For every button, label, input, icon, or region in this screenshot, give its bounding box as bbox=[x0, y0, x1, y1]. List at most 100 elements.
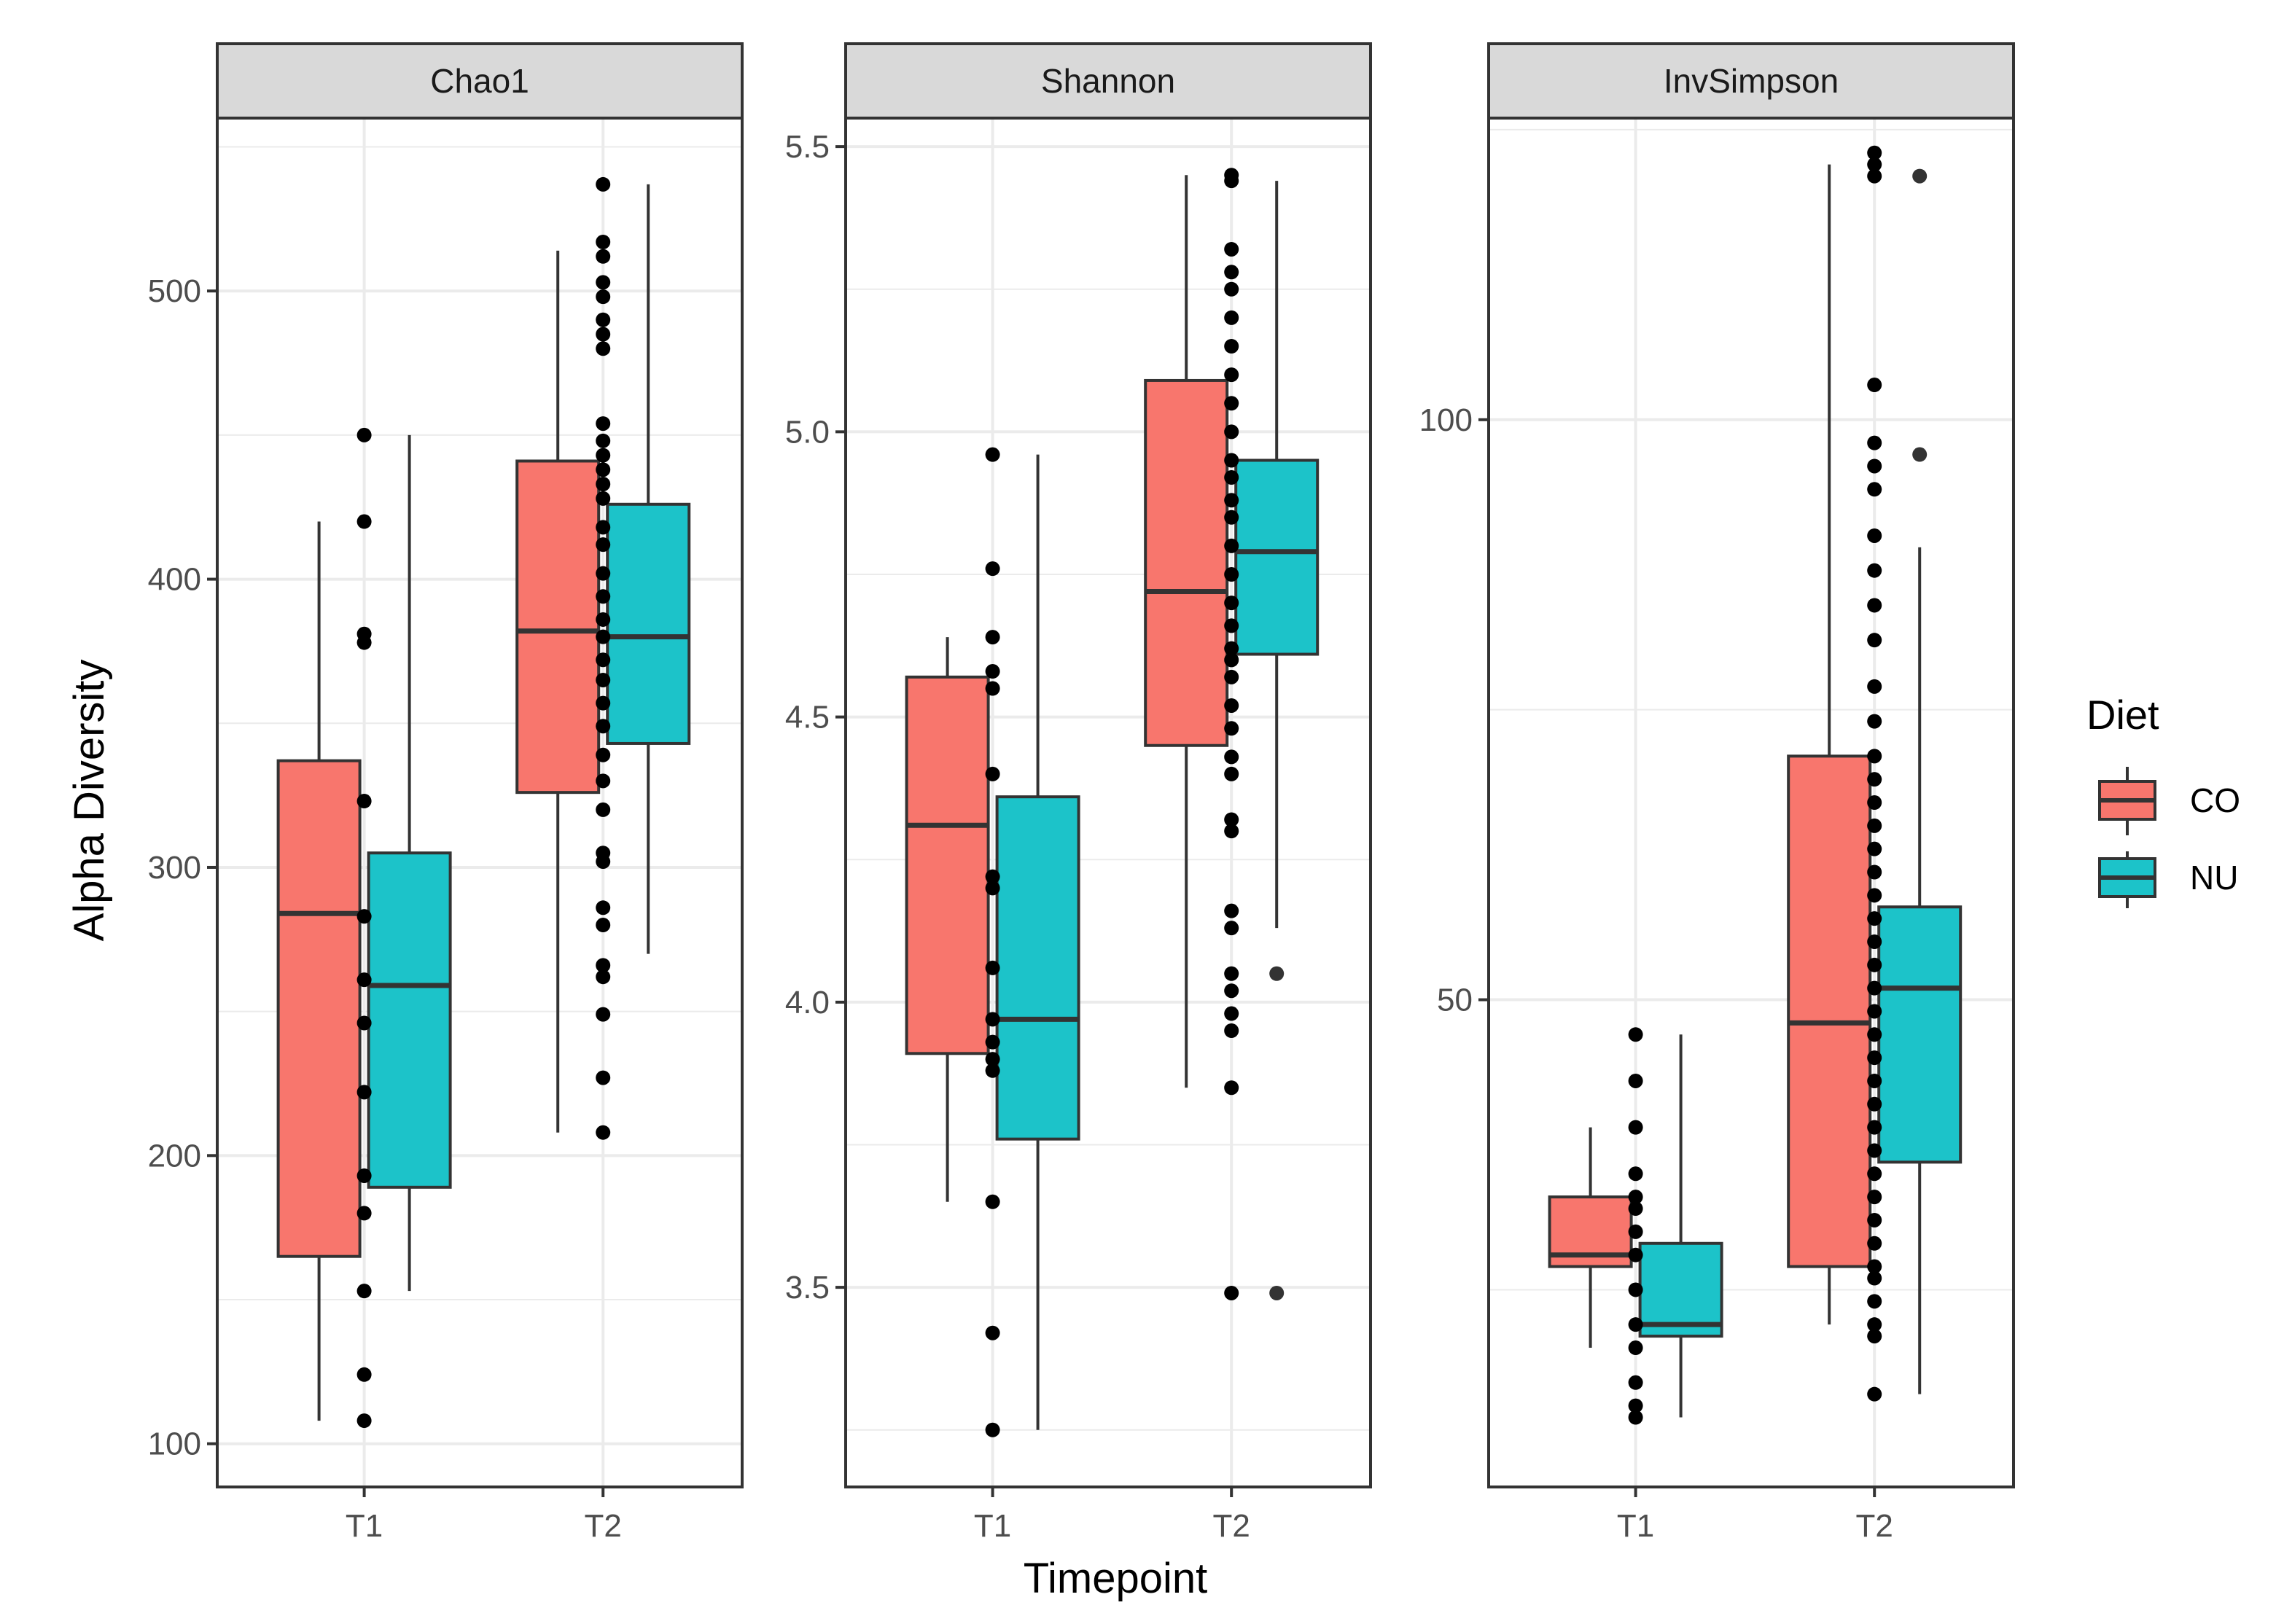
data-point bbox=[1867, 145, 1882, 160]
data-point bbox=[985, 869, 1000, 884]
data-point bbox=[1867, 1294, 1882, 1309]
legend-title: Diet bbox=[2086, 692, 2159, 738]
box-invsimpson-t2-co bbox=[1787, 164, 1872, 1325]
data-point bbox=[1867, 749, 1882, 764]
data-point bbox=[1628, 1166, 1643, 1182]
data-point bbox=[1224, 265, 1239, 280]
data-point bbox=[1867, 795, 1882, 810]
data-point bbox=[356, 1413, 372, 1429]
data-point bbox=[985, 1422, 1000, 1437]
data-point bbox=[596, 249, 611, 264]
data-point bbox=[1867, 772, 1882, 787]
facet-panels: Chao1 100 200 300 400 500 T1 T2 Shannon 3.5 4.0 4.5… bbox=[148, 42, 2015, 1544]
legend-label-co: CO bbox=[2190, 781, 2240, 819]
box-body bbox=[905, 675, 990, 1055]
data-point bbox=[356, 1015, 372, 1031]
data-point bbox=[1224, 339, 1239, 354]
data-point bbox=[1867, 528, 1882, 543]
data-point bbox=[1224, 241, 1239, 257]
data-point bbox=[1224, 1023, 1239, 1038]
data-point bbox=[1867, 818, 1882, 833]
data-point bbox=[1224, 698, 1239, 713]
box-shannon-t2-nu bbox=[1234, 181, 1320, 929]
x-tick-label: T1 bbox=[974, 1508, 1011, 1544]
box-shannon-t1-co bbox=[905, 637, 990, 1202]
data-point bbox=[596, 802, 611, 817]
data-point bbox=[1867, 888, 1882, 903]
data-point bbox=[596, 520, 611, 535]
data-point bbox=[1867, 563, 1882, 578]
facet-strip bbox=[844, 42, 1372, 120]
data-point bbox=[596, 416, 611, 432]
data-point bbox=[1224, 168, 1239, 183]
data-point bbox=[1867, 714, 1882, 729]
data-point bbox=[596, 672, 611, 687]
data-point bbox=[1628, 1282, 1643, 1297]
data-point bbox=[1224, 824, 1239, 839]
data-point bbox=[596, 695, 611, 711]
data-point bbox=[1867, 1120, 1882, 1135]
data-point bbox=[1224, 567, 1239, 582]
x-tick-label: T1 bbox=[346, 1508, 383, 1544]
y-tick-label: 200 bbox=[148, 1138, 201, 1174]
box-body bbox=[1638, 1241, 1723, 1338]
outlier-point bbox=[1269, 1285, 1285, 1300]
data-point bbox=[596, 1007, 611, 1022]
data-point bbox=[1867, 1096, 1882, 1112]
data-point bbox=[1628, 1340, 1643, 1356]
y-tick-label: 500 bbox=[148, 273, 201, 309]
box-body bbox=[606, 502, 691, 745]
data-point bbox=[356, 909, 372, 924]
data-point bbox=[1224, 749, 1239, 765]
panel-chao1: Chao1 100 200 300 400 500 T1 T2 bbox=[148, 42, 744, 1544]
data-point bbox=[1628, 1120, 1643, 1135]
legend: Diet CO NU bbox=[2086, 692, 2240, 908]
data-point bbox=[1867, 458, 1882, 474]
data-point bbox=[985, 630, 1000, 645]
data-point bbox=[356, 794, 372, 809]
data-point bbox=[596, 327, 611, 342]
data-point bbox=[356, 1284, 372, 1299]
data-point bbox=[1628, 1224, 1643, 1239]
data-point bbox=[1867, 1004, 1882, 1019]
data-point bbox=[596, 652, 611, 668]
data-point bbox=[985, 1194, 1000, 1209]
data-point bbox=[1628, 1410, 1643, 1425]
data-point bbox=[1867, 957, 1882, 972]
data-point bbox=[1867, 598, 1882, 613]
panel-invsimpson: InvSimpson 50 100 T1 T2 bbox=[1419, 42, 2015, 1544]
data-point bbox=[1224, 812, 1239, 827]
data-point bbox=[1628, 1073, 1643, 1088]
box-chao1-t2-co bbox=[515, 250, 601, 1133]
data-point bbox=[596, 312, 611, 327]
legend-key-co bbox=[2098, 767, 2156, 835]
data-point bbox=[1867, 633, 1882, 648]
data-point bbox=[356, 514, 372, 529]
data-point bbox=[1224, 424, 1239, 440]
data-point bbox=[1628, 1027, 1643, 1042]
box-invsimpson-t2-nu bbox=[1877, 547, 1963, 1394]
data-point bbox=[596, 433, 611, 448]
y-tick-label: 5.5 bbox=[785, 129, 830, 165]
data-point bbox=[1224, 721, 1239, 736]
panel-shannon: Shannon 3.5 4.0 4.5 5.0 5.5 T1 T2 bbox=[785, 42, 1372, 1544]
y-tick-label: 4.0 bbox=[785, 985, 830, 1020]
panel-background bbox=[1489, 118, 2014, 1487]
data-point bbox=[1224, 538, 1239, 553]
data-point bbox=[1224, 921, 1239, 936]
data-point bbox=[1628, 1398, 1643, 1413]
data-point bbox=[356, 1367, 372, 1382]
y-axis-title: Alpha Diversity bbox=[66, 660, 113, 942]
data-point bbox=[356, 1085, 372, 1100]
box-body bbox=[1234, 458, 1320, 656]
data-point bbox=[1867, 1329, 1882, 1344]
data-point bbox=[1867, 1027, 1882, 1042]
data-point bbox=[596, 448, 611, 463]
data-point bbox=[1628, 1247, 1643, 1262]
data-point bbox=[1867, 1235, 1882, 1251]
data-point bbox=[596, 773, 611, 789]
data-point bbox=[596, 846, 611, 861]
x-axis-title: Timepoint bbox=[1024, 1555, 1208, 1602]
data-point bbox=[1867, 1073, 1882, 1088]
